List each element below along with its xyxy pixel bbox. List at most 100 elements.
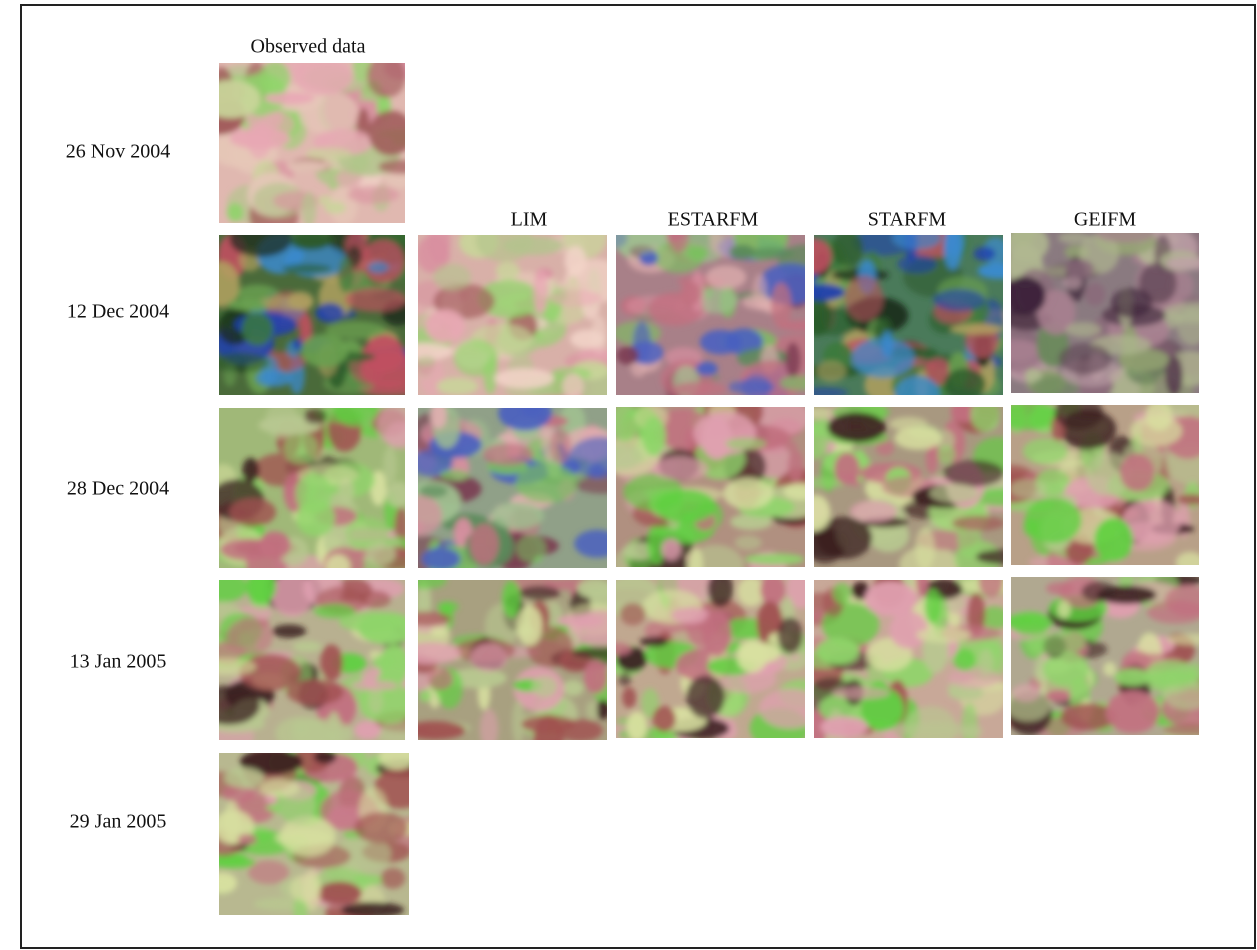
image-patch — [1009, 612, 1052, 635]
image-patch — [228, 299, 264, 311]
image-patch — [1009, 479, 1047, 498]
satellite-image — [983, 392, 1216, 577]
image-texture — [985, 219, 1227, 408]
image-patch — [845, 276, 884, 322]
image-patch — [618, 672, 631, 686]
image-patch — [1081, 581, 1115, 602]
column-header: ESTARFM — [668, 209, 759, 231]
image-patch — [272, 624, 306, 638]
image-patch — [353, 874, 384, 885]
column-header: GEIFM — [1074, 209, 1136, 231]
satellite-image — [202, 215, 422, 396]
image-patch — [653, 706, 676, 732]
image-patch — [696, 362, 718, 376]
image-patch — [616, 346, 638, 365]
satellite-image — [599, 389, 831, 589]
image-patch — [622, 687, 636, 708]
image-patch — [260, 112, 294, 137]
image-patch — [324, 202, 346, 214]
image-patch — [954, 648, 975, 671]
image-patch — [533, 270, 548, 314]
image-patch — [1103, 662, 1116, 676]
satellite-image — [994, 568, 1228, 749]
image-patch — [365, 542, 396, 566]
column-header: STARFM — [868, 209, 947, 231]
image-patch — [425, 309, 465, 342]
image-patch — [1094, 518, 1133, 562]
image-patch — [260, 61, 291, 94]
image-patch — [656, 489, 716, 523]
image-patch — [688, 245, 708, 260]
image-patch — [1120, 454, 1155, 492]
image-patch — [227, 617, 273, 655]
image-patch — [531, 676, 557, 697]
column-header: LIM — [511, 209, 548, 231]
image-patch — [519, 586, 561, 601]
figure: Observed data LIM ESTARFM STARFM GEIFM 2… — [0, 0, 1257, 950]
image-patch — [584, 659, 608, 693]
satellite-image — [393, 572, 634, 761]
image-patch — [368, 262, 389, 274]
image-patch — [1023, 438, 1068, 464]
image-patch — [653, 457, 709, 480]
satellite-image — [194, 391, 420, 585]
image-patch — [562, 374, 583, 399]
image-patch — [673, 382, 726, 397]
satellite-image — [196, 52, 425, 238]
row-label: 26 Nov 2004 — [66, 141, 170, 163]
image-patch — [904, 721, 967, 739]
image-patch — [1146, 670, 1195, 687]
image-patch — [672, 607, 710, 624]
image-patch — [702, 610, 732, 656]
image-patch — [516, 463, 578, 503]
image-patch — [640, 636, 669, 647]
satellite-image — [194, 569, 431, 754]
satellite-image — [797, 216, 1022, 411]
image-patch — [422, 548, 461, 570]
image-patch — [1130, 416, 1182, 447]
image-patch — [431, 627, 447, 637]
image-patch — [1025, 498, 1082, 544]
image-patch — [943, 460, 1004, 487]
image-patch — [916, 627, 970, 643]
image-patch — [293, 641, 322, 652]
image-patch — [302, 192, 317, 227]
image-patch — [816, 361, 846, 382]
image-patch — [238, 834, 257, 845]
image-patch — [850, 500, 897, 522]
image-patch — [521, 715, 575, 732]
image-patch — [586, 701, 598, 719]
image-patch — [227, 203, 244, 222]
image-patch — [416, 356, 436, 367]
satellite-image — [786, 385, 1030, 584]
image-patch — [383, 446, 397, 483]
satellite-image — [392, 214, 627, 410]
image-patch — [739, 643, 781, 663]
image-patch — [889, 611, 928, 649]
image-patch — [314, 604, 356, 618]
image-patch — [496, 262, 520, 280]
image-patch — [286, 679, 343, 705]
image-patch — [1065, 259, 1094, 278]
image-patch — [516, 535, 546, 562]
image-patch — [979, 649, 994, 676]
image-patch — [820, 716, 868, 737]
image-patch — [259, 779, 299, 797]
image-patch — [771, 283, 792, 329]
image-patch — [748, 248, 794, 260]
image-patch — [256, 370, 293, 387]
satellite-image — [601, 562, 824, 750]
image-patch — [915, 527, 935, 570]
image-patch — [469, 524, 499, 565]
image-patch — [627, 711, 647, 741]
image-patch — [437, 378, 479, 395]
image-patch — [1111, 288, 1152, 318]
image-patch — [952, 516, 1005, 531]
image-patch — [224, 767, 264, 788]
image-patch — [345, 287, 407, 311]
image-patch — [224, 801, 240, 845]
image-patch — [1043, 652, 1089, 687]
image-patch — [948, 668, 1000, 688]
image-patch — [304, 408, 327, 424]
image-patch — [428, 668, 454, 690]
